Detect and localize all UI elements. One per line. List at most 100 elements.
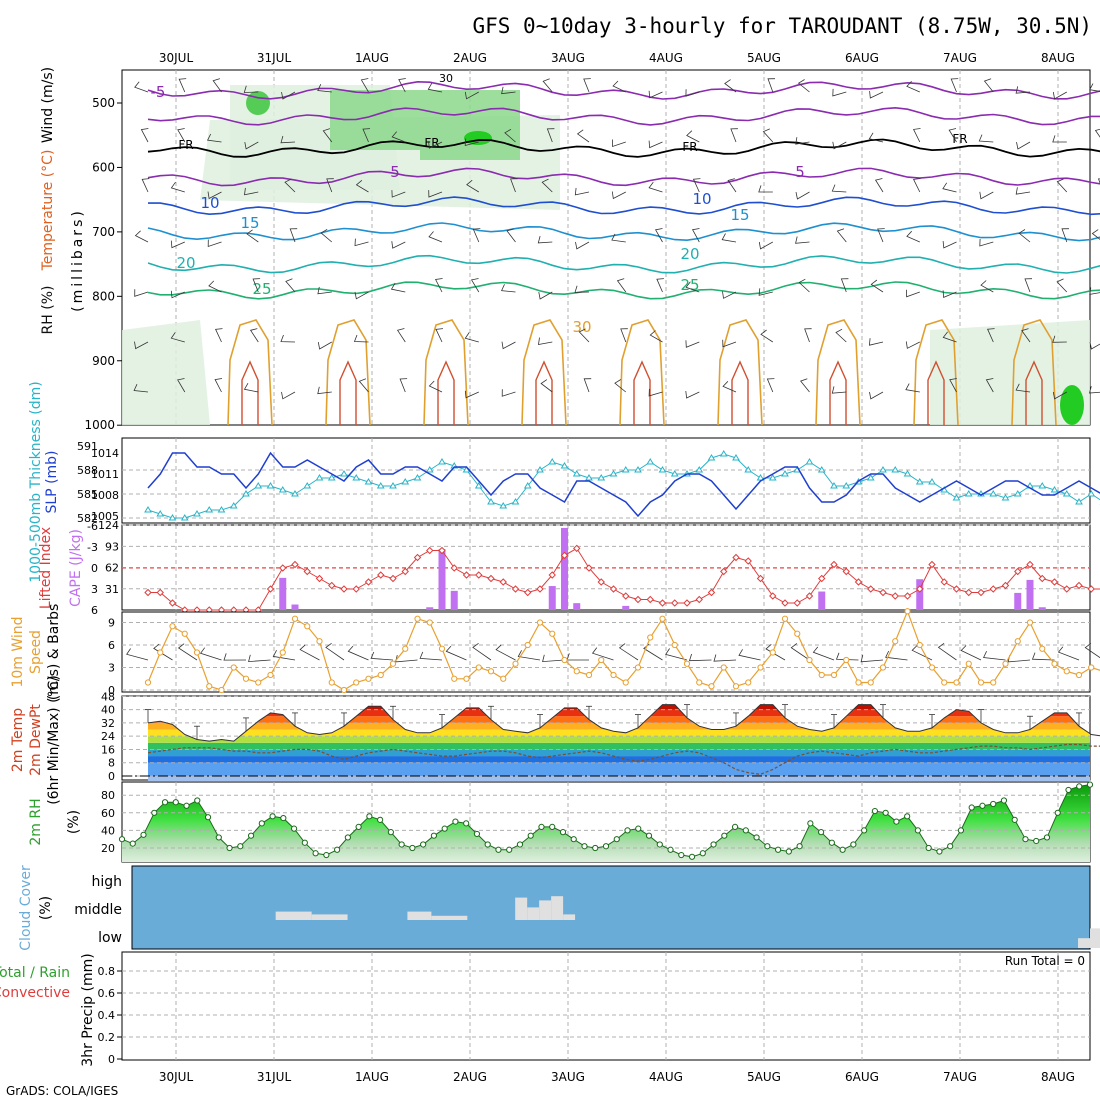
thickness-marker-42 <box>658 466 667 473</box>
upper-barb-112 <box>285 278 296 293</box>
slp-left-ticklabel-2: 585 <box>77 488 98 501</box>
isotherm-label-5: 15 <box>240 214 259 232</box>
li-marker-43 <box>671 599 679 607</box>
upper-barb-50 <box>978 134 994 143</box>
rh-area <box>122 784 1090 862</box>
rh-marker-77 <box>947 843 954 850</box>
cloud-frame <box>131 865 1091 950</box>
li-marker-61 <box>891 592 899 600</box>
date-bottom-1: 31JUL <box>257 1070 292 1084</box>
upper-barb-5 <box>317 84 332 93</box>
rh-marker-90 <box>1086 781 1094 788</box>
upper-barb-61 <box>391 190 406 198</box>
wind-barb-52 <box>765 643 786 661</box>
date-top-6: 5AUG <box>747 51 781 65</box>
wind-speed-marker-72 <box>1026 619 1034 626</box>
date-top-0: 30JUL <box>159 51 194 65</box>
li-marker-13 <box>303 567 311 576</box>
wind-ticklabel-1: 6 <box>108 639 115 652</box>
wind-speed-marker-26 <box>463 675 470 682</box>
upper-barb-37 <box>504 128 516 143</box>
upper-barb-2 <box>212 78 222 93</box>
date-top-7: 6AUG <box>845 51 879 65</box>
wind-barb-44 <box>665 648 688 661</box>
wind-speed-marker-18 <box>365 675 372 682</box>
wind-speed-marker-25 <box>451 675 458 682</box>
rh-ticklabel-3: 20 <box>101 842 115 855</box>
freezing-label-0: FR <box>178 138 193 152</box>
temp-ylabels: 2m Temp 2m DewPt (6hr Min/Max) (°C) <box>10 675 62 805</box>
li-marker-41 <box>646 595 654 604</box>
thickness-marker-74 <box>1050 486 1059 493</box>
slp-right-ticklabel-2: 1008 <box>91 489 119 502</box>
wind-barb-18 <box>347 645 369 661</box>
rh-shade-2 <box>330 90 420 150</box>
wind-speed-marker-53 <box>794 630 801 637</box>
upper-barb-82 <box>170 240 185 249</box>
upper-barb-14 <box>648 90 663 99</box>
precip-ticklabel-3: 0.2 <box>98 1031 116 1044</box>
wind-barb-58 <box>835 652 859 661</box>
thickness-marker-60 <box>879 466 887 473</box>
li-marker-21 <box>401 567 409 576</box>
cloud-block-10 <box>1090 928 1100 948</box>
upper-barb-182 <box>869 391 884 400</box>
upper-barb-134 <box>1089 287 1100 295</box>
wind-speed-marker-51 <box>769 649 776 656</box>
rh-marker-9 <box>215 834 222 841</box>
li-marker-75 <box>1063 585 1071 593</box>
wind-barb-8 <box>223 653 247 661</box>
cloud-block-8 <box>563 914 576 920</box>
upper-barb-9 <box>464 91 479 100</box>
thickness-marker-10 <box>266 482 275 489</box>
thickness-marker-66 <box>952 494 961 501</box>
rh-marker-86 <box>1043 834 1051 841</box>
li-marker-58 <box>854 578 863 586</box>
thickness-marker-63 <box>915 478 924 485</box>
upper-barb-118 <box>501 284 516 293</box>
cape-bar-71 <box>1014 592 1022 610</box>
rh-marker-21 <box>344 834 351 841</box>
cape-panel: -6 -3 0 3 6 124 93 62 31 <box>87 519 1100 617</box>
wind-speed-marker-68 <box>977 679 985 686</box>
upper-barb-47 <box>868 132 884 143</box>
li-marker-37 <box>597 578 605 586</box>
upper-barb-145 <box>501 341 516 350</box>
wind-speed-marker-70 <box>1002 660 1009 667</box>
upper-barb-8 <box>427 83 443 93</box>
upper-barb-160 <box>1052 335 1067 343</box>
precip-ticklabel-0: 0.8 <box>98 965 116 978</box>
li-marker-39 <box>622 592 630 600</box>
upper-barb-28 <box>177 128 186 143</box>
thickness-marker-18 <box>364 478 373 485</box>
rh-marker-6 <box>183 802 190 809</box>
date-axes: 30JUL 30JUL 31JUL 31JUL 1AUG 1AUG 2AUG 2AUG 3AUG… <box>159 51 1075 1084</box>
rh-marker-13 <box>258 820 265 827</box>
isotherm-15 <box>147 222 1100 242</box>
rh-marker-41 <box>559 829 567 836</box>
cloud-level-high: high <box>91 874 122 890</box>
thickness-marker-19 <box>376 482 385 489</box>
rh-ylabel-1: 2m RH <box>28 798 44 845</box>
cape-right-ticklabel-3: 31 <box>105 583 119 596</box>
wind-barb-70 <box>982 651 1006 661</box>
li-marker-56 <box>830 560 838 569</box>
wind-speed-marker-63 <box>916 641 923 649</box>
contour-35-1 <box>339 360 357 425</box>
rh-marker-56 <box>721 832 728 839</box>
thickness-marker-14 <box>315 474 324 481</box>
li-marker-62 <box>903 592 912 600</box>
upper-barb-126 <box>798 278 810 293</box>
thickness-marker-75 <box>1062 490 1071 497</box>
date-top-8: 7AUG <box>943 51 977 65</box>
upper-barb-54 <box>141 178 150 193</box>
li-marker-68 <box>977 588 985 597</box>
li-marker-47 <box>720 567 728 576</box>
rh-marker-40 <box>549 823 556 830</box>
precip-ticklabel-2: 0.4 <box>98 1009 116 1022</box>
rh-shade-peak-0 <box>464 131 492 145</box>
upper-barb-26 <box>1089 83 1100 92</box>
upper-barb-132 <box>1024 278 1033 293</box>
li-marker-10 <box>266 585 275 593</box>
